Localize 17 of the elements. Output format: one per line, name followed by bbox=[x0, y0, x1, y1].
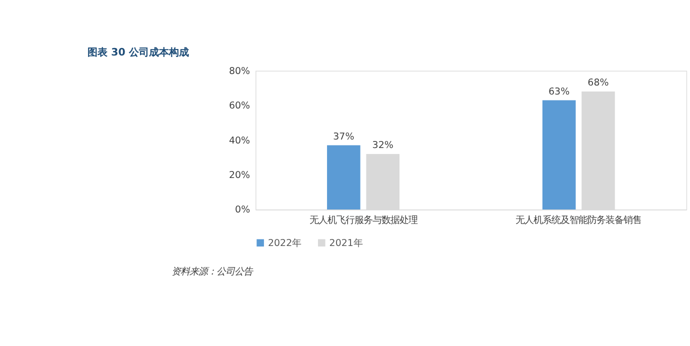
bar bbox=[542, 100, 576, 210]
y-tick-label: 0% bbox=[235, 204, 250, 216]
x-tick-label: 无人机系统及智能防务装备销售 bbox=[516, 214, 642, 226]
y-tick-label: 60% bbox=[228, 100, 250, 112]
bar bbox=[327, 145, 360, 210]
x-tick-label: 无人机飞行服务与数据处理 bbox=[309, 214, 418, 226]
data-label: 32% bbox=[372, 140, 394, 152]
y-tick-label: 80% bbox=[228, 66, 250, 78]
data-label: 63% bbox=[548, 86, 570, 98]
y-tick-label: 40% bbox=[228, 135, 250, 146]
y-tick-label: 20% bbox=[228, 170, 250, 182]
data-label: 68% bbox=[588, 78, 609, 89]
data-label: 37% bbox=[333, 131, 354, 142]
legend-label: 2021年 bbox=[329, 238, 362, 249]
text: 资料来源：公司公告 bbox=[172, 266, 255, 278]
text: 图表 30 公司成本构成 bbox=[88, 46, 189, 58]
legend-label: 2022年 bbox=[268, 238, 302, 249]
